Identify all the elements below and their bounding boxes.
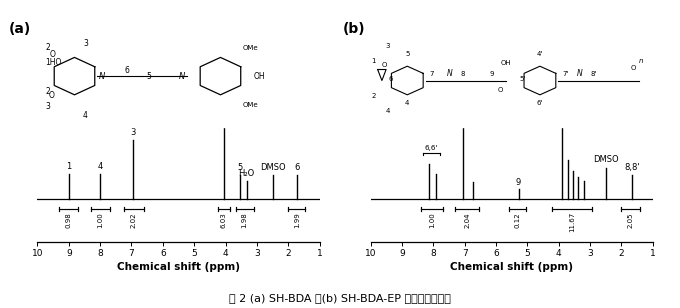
Text: O: O (48, 91, 54, 100)
Text: O: O (50, 50, 55, 59)
Text: 11.67: 11.67 (569, 212, 575, 232)
Text: 2: 2 (46, 87, 51, 96)
Text: 2: 2 (46, 43, 51, 52)
Text: 1HO: 1HO (46, 59, 62, 67)
Text: 5: 5 (237, 164, 242, 172)
Text: OH: OH (500, 60, 511, 66)
Text: 3: 3 (83, 38, 88, 48)
Text: 7: 7 (430, 71, 435, 77)
Text: DMSO: DMSO (593, 155, 619, 164)
Text: 5,5': 5,5' (460, 100, 473, 106)
Text: 1: 1 (66, 162, 71, 171)
Text: 6: 6 (294, 164, 300, 172)
Text: OMe: OMe (243, 102, 258, 108)
Text: 4': 4' (537, 51, 543, 57)
Text: 6: 6 (124, 66, 129, 75)
Text: 7': 7' (562, 71, 569, 77)
Text: 4: 4 (83, 111, 88, 120)
Text: 9: 9 (516, 178, 522, 187)
Text: N: N (179, 72, 185, 81)
Text: 9: 9 (489, 71, 494, 77)
Text: 2.05: 2.05 (628, 212, 634, 228)
Text: 4: 4 (405, 100, 409, 106)
Text: 图 2 (a) SH-BDA 和(b) SH-BDA-EP 的核磁共振氢谱: 图 2 (a) SH-BDA 和(b) SH-BDA-EP 的核磁共振氢谱 (229, 294, 451, 303)
Text: 4: 4 (386, 108, 390, 115)
Text: 6: 6 (388, 75, 392, 82)
Text: H₂O: H₂O (239, 169, 255, 178)
Text: 6': 6' (537, 100, 543, 106)
Text: n: n (639, 58, 643, 64)
Bar (37, 32, 320, 127)
Text: (a): (a) (10, 22, 31, 36)
Text: 2.04: 2.04 (464, 212, 470, 228)
Text: 5: 5 (146, 72, 151, 81)
Text: 0.98: 0.98 (66, 212, 72, 228)
Text: N: N (577, 69, 582, 78)
Text: 2: 2 (222, 46, 226, 55)
X-axis label: Chemical shift (ppm): Chemical shift (ppm) (450, 262, 573, 272)
Text: O: O (630, 64, 636, 71)
Text: 3: 3 (46, 102, 50, 111)
Text: 2.02: 2.02 (131, 212, 137, 228)
Text: 8': 8' (591, 71, 597, 77)
Text: O: O (498, 87, 503, 92)
Text: 8: 8 (461, 71, 465, 77)
Text: 1.99: 1.99 (294, 212, 300, 228)
Text: O: O (382, 62, 388, 68)
Text: 5: 5 (405, 51, 409, 57)
Text: 1.00: 1.00 (97, 212, 103, 228)
Text: 3: 3 (131, 128, 136, 137)
Text: 6.03: 6.03 (221, 212, 227, 228)
Text: 4: 4 (97, 162, 103, 171)
Text: 6,6': 6,6' (425, 145, 439, 151)
Text: 1.98: 1.98 (241, 212, 248, 228)
Bar (371, 32, 653, 127)
Text: 1,1',2,2',3,3',4,4',7,7': 1,1',2,2',3,3',4,4',7,7' (534, 90, 611, 96)
Text: 0.12: 0.12 (514, 212, 520, 228)
Text: N: N (99, 72, 105, 81)
Text: DMSO: DMSO (260, 164, 286, 172)
Text: 1: 1 (371, 58, 375, 64)
Text: 5': 5' (520, 75, 526, 82)
Text: OH: OH (254, 72, 265, 81)
Text: (b): (b) (343, 22, 365, 36)
X-axis label: Chemical shift (ppm): Chemical shift (ppm) (117, 262, 240, 272)
Text: 2: 2 (371, 93, 375, 99)
Text: 8,8': 8,8' (625, 164, 641, 172)
Text: 3: 3 (386, 43, 390, 49)
Text: N: N (447, 69, 453, 78)
Text: 1.00: 1.00 (429, 212, 435, 228)
Text: OMe: OMe (243, 45, 258, 51)
